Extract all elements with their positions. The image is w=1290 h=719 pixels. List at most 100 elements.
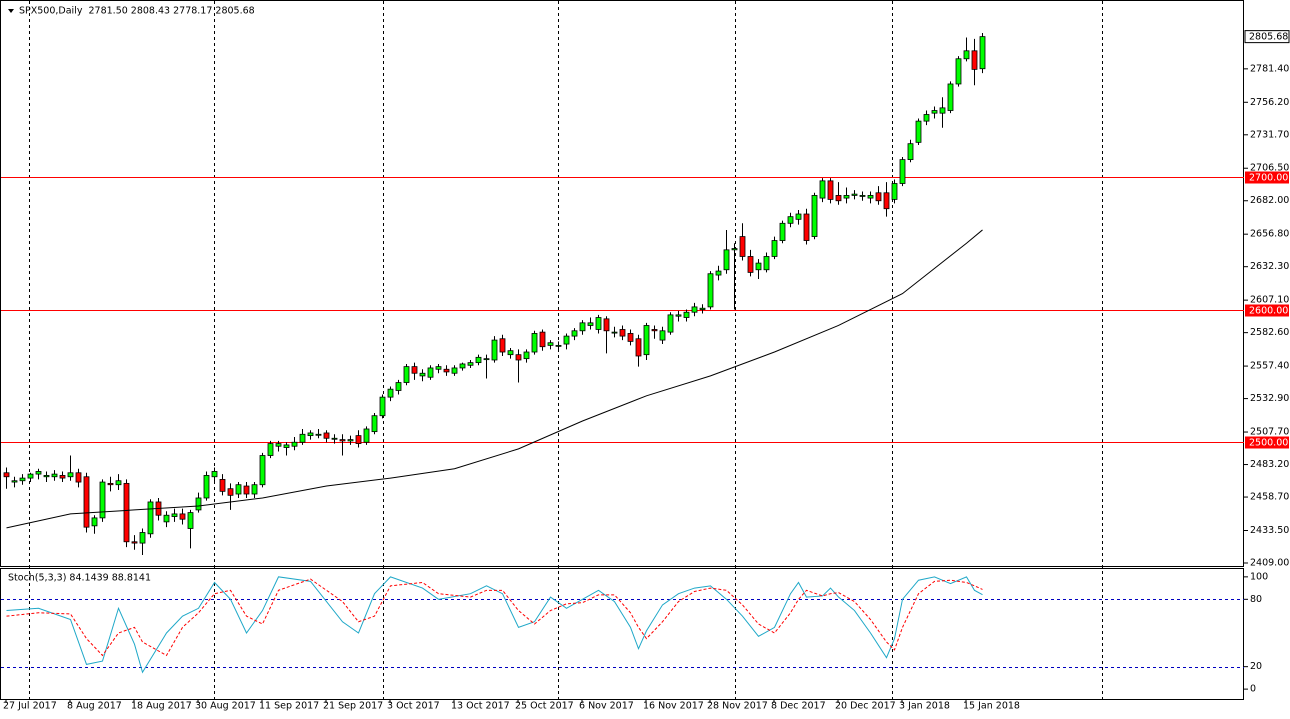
candle-body: [435, 366, 442, 370]
y-tick-label: 2682.00: [1250, 195, 1289, 206]
candle-body: [571, 330, 578, 337]
candle-body: [307, 432, 314, 437]
y-tick-label: 2409.00: [1250, 558, 1289, 569]
candle-body: [531, 333, 538, 353]
candle-body: [219, 479, 226, 492]
candle-body: [115, 480, 122, 486]
candle-body: [43, 475, 50, 478]
candle-body: [547, 342, 554, 346]
candle-body: [603, 318, 610, 332]
y-tick-label: 2458.70: [1250, 492, 1289, 503]
candle-body: [955, 58, 962, 85]
candle-body: [371, 415, 378, 433]
y-tick-label: 80: [1250, 594, 1262, 605]
candle-body: [771, 240, 778, 257]
y-tick-label: 2607.10: [1250, 295, 1289, 306]
candle-body: [475, 356, 482, 364]
y-tick-label: 0: [1250, 684, 1256, 695]
x-tick-label: 8 Dec 2017: [771, 701, 826, 712]
y-tick-label: 20: [1250, 661, 1262, 672]
candle-body: [611, 331, 618, 334]
candle-body: [875, 192, 882, 202]
x-tick-label: 21 Sep 2017: [323, 701, 383, 712]
candle-body: [387, 388, 394, 398]
candle-body: [675, 314, 682, 317]
candle-body: [11, 480, 18, 483]
candle-body: [179, 513, 186, 520]
candle-body: [379, 396, 386, 417]
candle-body: [259, 455, 266, 486]
candle-body: [795, 213, 802, 220]
candle-body: [315, 433, 322, 436]
candle-body: [171, 513, 178, 517]
candle-body: [515, 354, 522, 361]
candle-body: [691, 306, 698, 313]
y-tick-label: 2433.50: [1250, 525, 1289, 536]
candle-body: [467, 362, 474, 366]
candle-body: [507, 350, 514, 356]
x-tick-label: 6 Nov 2017: [579, 701, 634, 712]
candle-body: [163, 514, 170, 523]
candle-body: [963, 50, 970, 60]
candle-body: [755, 262, 762, 271]
y-tick-label: 2483.20: [1250, 459, 1289, 470]
candle-body: [59, 475, 66, 479]
candle-body: [971, 50, 978, 70]
level-label: 2500.00: [1249, 438, 1288, 449]
x-tick-label: 28 Nov 2017: [707, 701, 768, 712]
candle-body: [979, 36, 986, 70]
candles: [3, 32, 986, 556]
y-tick-label: 2706.50: [1250, 163, 1289, 174]
price-panel: [0, 0, 1244, 567]
candle-body: [667, 314, 674, 333]
candle-body: [851, 193, 858, 196]
candle-body: [107, 482, 114, 486]
candle-body: [947, 83, 954, 111]
candle-body: [931, 110, 938, 114]
candle-body: [483, 358, 490, 361]
candle-body: [147, 501, 154, 535]
menu-arrow[interactable]: [8, 9, 14, 13]
candle-body: [51, 473, 58, 478]
candle-body: [427, 367, 434, 378]
candle-body: [363, 428, 370, 443]
candle-body: [131, 541, 138, 544]
y-tick-label: 2532.90: [1250, 393, 1289, 404]
candle-body: [419, 372, 426, 377]
candle-body: [731, 248, 738, 251]
level-label: 2600.00: [1249, 306, 1288, 317]
candle-body: [779, 222, 786, 241]
candle-body: [923, 114, 930, 122]
candle-body: [659, 330, 666, 341]
candle-body: [139, 532, 146, 544]
candle-body: [699, 307, 706, 310]
candle-body: [587, 322, 594, 326]
x-tick-label: 3 Jan 2018: [899, 701, 950, 712]
candle-body: [907, 143, 914, 161]
candle-body: [323, 432, 330, 439]
chart-title: SPX500,Daily 2781.50 2808.43 2778.17 280…: [19, 6, 255, 17]
month-separators: [29, 1, 1103, 699]
last-price-label: 2805.68: [1249, 32, 1288, 43]
candle-body: [619, 329, 626, 337]
candle-body: [643, 325, 650, 356]
y-tick-label: 2557.40: [1250, 361, 1289, 372]
x-tick-label: 13 Oct 2017: [451, 701, 510, 712]
stoch-panel: [0, 568, 1244, 700]
candle-body: [787, 216, 794, 224]
candle-body: [331, 437, 338, 440]
candle-body: [27, 473, 34, 479]
candle-body: [451, 367, 458, 374]
candle-body: [491, 339, 498, 361]
moving-average: [6, 229, 983, 529]
candle-body: [83, 476, 90, 528]
candle-body: [283, 444, 290, 448]
candle-body: [627, 333, 634, 342]
candle-body: [739, 236, 746, 257]
x-tick-label: 11 Sep 2017: [259, 701, 319, 712]
candle-body: [579, 322, 586, 332]
candle-body: [523, 351, 530, 360]
x-tick-label: 30 Aug 2017: [195, 701, 256, 712]
candle-body: [915, 120, 922, 143]
y-tick-label: 2781.40: [1250, 63, 1289, 74]
